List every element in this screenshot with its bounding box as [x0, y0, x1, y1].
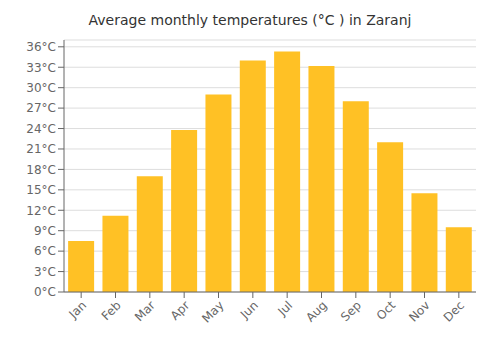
- svg-text:Aug: Aug: [303, 298, 329, 324]
- svg-text:Mar: Mar: [132, 298, 158, 324]
- svg-text:Feb: Feb: [99, 298, 124, 323]
- svg-text:12°C: 12°C: [26, 204, 56, 218]
- svg-text:Apr: Apr: [168, 298, 193, 323]
- svg-text:18°C: 18°C: [26, 163, 56, 177]
- svg-text:15°C: 15°C: [26, 183, 56, 197]
- svg-text:3°C: 3°C: [34, 265, 56, 279]
- svg-text:6°C: 6°C: [34, 244, 56, 258]
- svg-text:Jan: Jan: [66, 298, 90, 322]
- svg-text:Dec: Dec: [441, 298, 467, 324]
- svg-text:0°C: 0°C: [34, 285, 56, 299]
- svg-text:Nov: Nov: [406, 298, 432, 324]
- svg-text:Jun: Jun: [237, 298, 261, 322]
- svg-text:33°C: 33°C: [26, 61, 56, 75]
- svg-text:Sep: Sep: [338, 298, 364, 324]
- svg-text:Oct: Oct: [374, 298, 399, 323]
- svg-text:27°C: 27°C: [26, 101, 56, 115]
- svg-text:30°C: 30°C: [26, 81, 56, 95]
- svg-text:24°C: 24°C: [26, 122, 56, 136]
- html-text:Average monthly temperatures (: Average monthly temperatures (°C ) in Za…: [88, 12, 412, 28]
- svg-text:36°C: 36°C: [26, 40, 56, 54]
- svg-text:9°C: 9°C: [34, 224, 56, 238]
- svg-text:Jul: Jul: [274, 298, 295, 319]
- svg-text:21°C: 21°C: [26, 142, 56, 156]
- svg-text:May: May: [199, 298, 226, 325]
